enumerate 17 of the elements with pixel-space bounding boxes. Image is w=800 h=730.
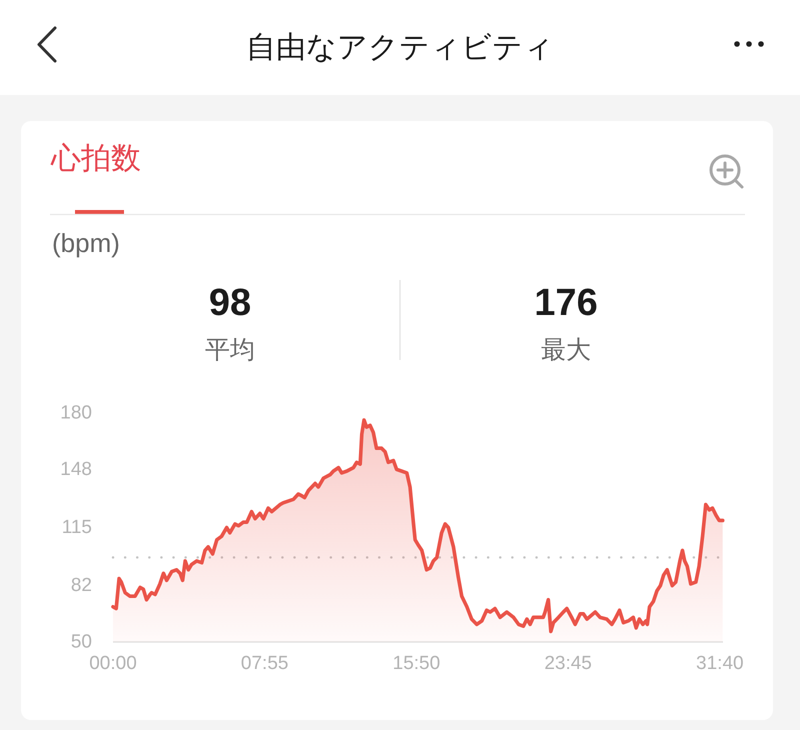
y-tick-label: 180 — [60, 402, 92, 424]
y-tick-label: 148 — [60, 458, 92, 480]
y-tick-label: 50 — [70, 632, 92, 652]
x-tick-label: 31:40 — [696, 653, 744, 674]
x-tick-label: 15:50 — [392, 653, 440, 674]
chart-title: 自由なアクティビティ — [246, 31, 554, 64]
text: (bpm) — [52, 228, 120, 258]
y-tick-label: 82 — [70, 575, 92, 596]
chart-subtitle: 心拍数 — [50, 142, 141, 175]
text: 最大 — [541, 336, 591, 364]
text: 平均 — [205, 336, 255, 364]
x-tick-label: 23:45 — [544, 653, 592, 674]
text: 176 — [534, 282, 598, 324]
y-tick-label: 115 — [62, 517, 92, 538]
x-tick-label: 00:00 — [89, 653, 137, 674]
x-tick-label: 07:55 — [240, 653, 288, 674]
text: 98 — [208, 282, 252, 324]
